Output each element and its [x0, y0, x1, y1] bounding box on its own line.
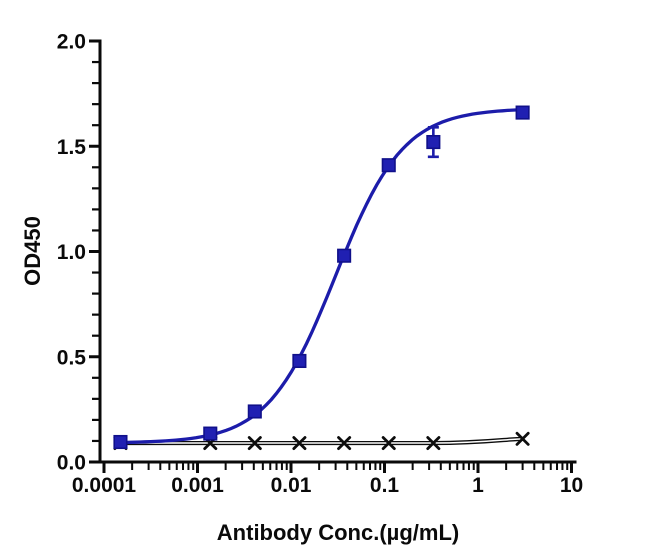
y-tick-label: 2.0	[57, 31, 86, 54]
cross-marker	[515, 431, 530, 446]
cross-marker	[426, 436, 441, 451]
y-axis: 0.0 0.5 1.0 1.5 2.0	[57, 31, 99, 475]
x-tick-label: 1	[472, 474, 484, 497]
antibody-series	[113, 105, 530, 450]
square-marker	[426, 134, 441, 150]
cross-marker	[292, 436, 307, 451]
x-tick-label: 0.001	[171, 474, 224, 497]
square-marker	[337, 248, 352, 263]
cross-marker	[247, 436, 262, 451]
square-marker	[381, 158, 396, 173]
x-tick-label: 0.1	[370, 474, 400, 497]
x-tick-label: 0.0001	[72, 474, 137, 497]
cross-marker	[381, 436, 396, 451]
axes	[98, 39, 577, 464]
square-marker	[203, 426, 218, 441]
square-marker	[515, 105, 530, 120]
axis-spines	[98, 39, 577, 464]
x-axis-title: Antibody Conc.(µg/mL)	[216, 520, 460, 545]
y-tick-label: 1.5	[57, 136, 87, 159]
y-tick-label: 0.0	[57, 452, 86, 475]
fit-curve	[120, 108, 523, 445]
cross-marker	[337, 436, 352, 451]
x-tick-label: 0.01	[271, 474, 312, 497]
x-axis: 0.0001 0.001 0.01 0.1 1 10	[72, 463, 583, 497]
square-marker	[292, 353, 307, 369]
y-tick-label: 0.5	[57, 346, 87, 369]
y-tick-label: 1.0	[57, 241, 86, 264]
square-marker	[113, 434, 128, 450]
x-tick-label: 10	[560, 474, 583, 497]
square-marker	[247, 404, 262, 419]
y-axis-title: OD450	[20, 216, 45, 286]
